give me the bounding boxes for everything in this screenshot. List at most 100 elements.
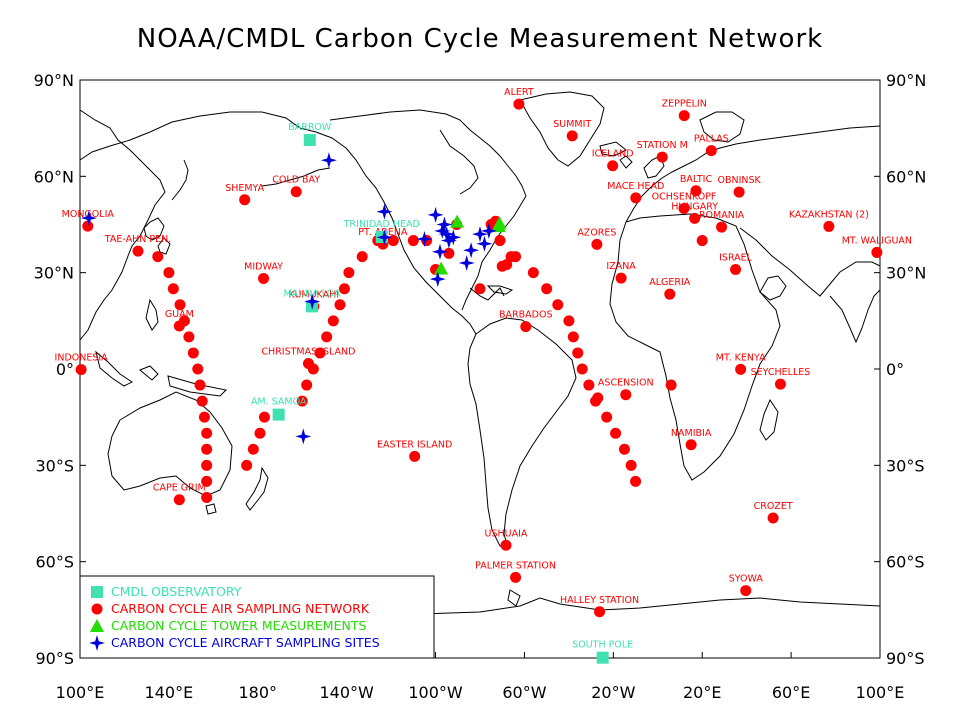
lon-tick-label: 180°: [239, 683, 278, 702]
air-sampling-site: [302, 358, 314, 370]
lat-tick-label-right: 30°S: [886, 456, 925, 475]
aircraft-marker: [434, 222, 451, 239]
air-sampling-site: [630, 192, 642, 204]
ship-route-point: [314, 347, 326, 359]
legend-triangle-icon: [90, 619, 104, 632]
legend-star-icon: [89, 635, 105, 651]
air-sampling-site: [696, 235, 708, 247]
site-label: IZANA: [606, 261, 636, 272]
ship-route-point: [327, 315, 339, 327]
map-title: NOAA/CMDL Carbon Cycle Measurement Netwo…: [137, 24, 823, 54]
ship-route-point: [152, 251, 164, 263]
air-sampling-site: [664, 288, 676, 300]
ship-route-point: [187, 347, 199, 359]
lat-tick-label-left: 30°S: [35, 456, 74, 475]
air-sampling-site: [82, 220, 94, 232]
site-label: PALLAS: [694, 134, 729, 145]
ship-route-point: [194, 379, 206, 391]
axis-labels: 90°N 90°N 60°N 60°N 30°N 30°N 0° 0° 30°S 30°S 60°S…: [34, 71, 927, 702]
site-label: EASTER ISLAND: [377, 439, 452, 450]
site-label: SOUTH POLE: [572, 640, 633, 651]
ship-route-point: [258, 411, 270, 423]
ship-route-point: [174, 299, 186, 311]
ship-route-point: [618, 443, 630, 455]
lat-tick-label-right: 60°S: [886, 553, 925, 572]
aircraft-marker: [472, 226, 488, 243]
lat-tick-label-right: 90°N: [886, 71, 926, 90]
air-sampling-site: [173, 320, 185, 332]
lon-tick-label: 100°E: [856, 683, 905, 702]
legend: CMDL OBSERVATORY CARBON CYCLE AIR SAMPLIN…: [79, 575, 435, 659]
site-label: SEYCHELLES: [751, 367, 811, 378]
ship-route-point: [343, 267, 355, 279]
site-label: PALMER STATION: [475, 560, 556, 571]
site-label: BARROW: [288, 122, 332, 133]
site-label: TRINIDAD HEAD: [343, 219, 420, 230]
ship-route-point: [201, 491, 213, 503]
site-label: STATION M: [637, 140, 688, 151]
site-label: COLD BAY: [272, 175, 320, 186]
air-sampling-site: [500, 539, 512, 551]
legend-label: CMDL OBSERVATORY: [111, 584, 242, 599]
site-label: OCHSENKOPF: [652, 191, 717, 202]
lon-tick-label: 20°E: [683, 683, 721, 702]
air-sampling-site: [774, 378, 786, 390]
site-label: USHUAIA: [485, 528, 528, 539]
tower-marker: [450, 214, 465, 228]
site-label: BARBADOS: [499, 310, 552, 321]
lon-tick-label: 100°E: [56, 683, 105, 702]
site-label: TAE-AHN PEN.: [104, 234, 171, 245]
aircraft-marker: [429, 271, 446, 288]
air-sampling-site: [407, 235, 419, 247]
site-label: CHRISTMAS ISLAND: [261, 347, 355, 358]
lat-tick-label-left: 90°N: [34, 71, 74, 90]
air-sampling-site: [656, 151, 668, 163]
site-label: AZORES: [577, 227, 616, 238]
lon-tick-label: 140°E: [145, 683, 194, 702]
ship-route-point: [192, 363, 204, 375]
air-sampling-site: [690, 185, 702, 197]
aircraft-marker: [463, 242, 480, 259]
aircraft-sites: [80, 152, 497, 445]
air-sampling-site: [615, 272, 627, 284]
site-label: BALTIC: [680, 174, 713, 185]
site-label: SYOWA: [729, 574, 764, 585]
site-label: CAPE GRIM: [153, 483, 206, 494]
lat-tick-label-right: 90°S: [886, 649, 925, 668]
site-label: GUAM: [165, 309, 194, 320]
site-label: ICELAND: [592, 149, 634, 160]
aircraft-marker: [436, 216, 453, 233]
air-sampling-site: [494, 235, 506, 247]
aircraft-marker: [432, 243, 448, 260]
air-sampling-site: [730, 263, 742, 275]
legend-label: CARBON CYCLE AIRCRAFT SAMPLING SITES: [111, 635, 380, 650]
site-label: MACE HEAD: [607, 181, 664, 192]
air-sampling-site: [173, 494, 185, 506]
air-sampling-site: [409, 450, 421, 462]
site-label: ROMANIA: [699, 210, 745, 221]
site-label: KAZAKHSTAN (2): [789, 209, 869, 220]
lat-tick-label-right: 0°: [886, 360, 904, 379]
air-sampling-site: [443, 247, 455, 259]
aircraft-marker: [320, 152, 337, 169]
ship-route-point: [334, 299, 346, 311]
tower-sites: [434, 214, 507, 275]
lon-tick-label: 140°W: [319, 683, 374, 702]
ship-route-point: [552, 299, 564, 311]
air-sampling-site: [607, 160, 619, 172]
site-label: MIDWAY: [244, 261, 283, 272]
air-sampling-site: [75, 364, 87, 376]
aircraft-marker: [376, 203, 393, 220]
aircraft-marker: [440, 232, 457, 249]
aircraft-marker: [295, 428, 312, 445]
air-sampling-site: [678, 110, 690, 122]
lon-tick-label: 60°W: [502, 683, 546, 702]
ship-route-points: [152, 235, 642, 503]
legend-circle-icon: [91, 603, 103, 615]
aircraft-marker: [427, 206, 444, 223]
ship-route-point: [201, 443, 213, 455]
air-sampling-site: [594, 606, 606, 618]
air-sampling-site: [716, 221, 728, 233]
air-sampling-site: [705, 145, 717, 157]
